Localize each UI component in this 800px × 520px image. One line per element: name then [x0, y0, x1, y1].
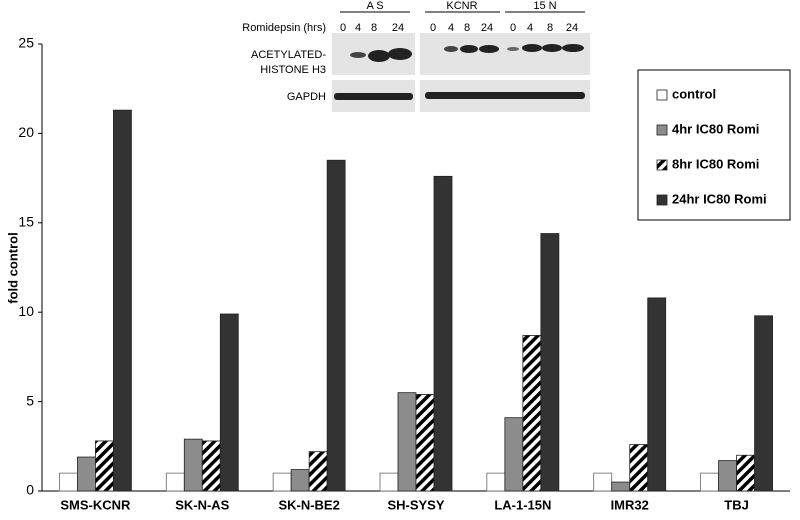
blot-lane-label: 8 — [547, 22, 553, 34]
blot-lane-label: 4 — [448, 22, 454, 34]
band — [522, 44, 542, 52]
x-tick-label: TBJ — [724, 497, 749, 512]
legend-swatch — [656, 159, 668, 171]
band — [542, 44, 562, 52]
x-tick-label: IMR32 — [611, 497, 649, 512]
bar — [183, 438, 203, 492]
bar — [77, 456, 96, 492]
legend-label: 8hr IC80 Romi — [672, 156, 759, 171]
band — [388, 48, 412, 60]
bar — [201, 440, 221, 492]
bar — [629, 444, 649, 492]
bar — [504, 417, 524, 492]
blot-lane-label: 8 — [464, 22, 470, 34]
blot-group-label: A S — [366, 0, 383, 12]
x-tick-label: SMS-KCNR — [60, 497, 131, 512]
blot-lane-label: 24 — [566, 22, 578, 34]
y-tick-label: 5 — [26, 392, 34, 408]
y-tick-label: 0 — [26, 482, 34, 498]
legend-swatch — [656, 124, 668, 136]
bar — [113, 109, 132, 492]
bar — [219, 313, 239, 492]
band — [507, 47, 519, 51]
band — [562, 44, 584, 52]
band — [334, 93, 413, 100]
bar — [308, 451, 328, 492]
blot-panel — [420, 33, 590, 75]
blot-lane-label: 0 — [510, 22, 516, 34]
bar — [736, 454, 755, 492]
y-axis-label: fold control — [5, 232, 20, 304]
x-tick-label: SK-N-AS — [175, 497, 229, 512]
legend-swatch — [656, 89, 668, 101]
bar — [379, 472, 399, 492]
blot-inset: Romidepsin (hrs) ACETYLATED- HISTONE H3 … — [242, 11, 590, 112]
blot-label: Romidepsin (hrs) — [242, 22, 326, 34]
bar — [540, 233, 560, 492]
blot-lane-label: 0 — [340, 22, 346, 34]
legend-swatch — [656, 194, 668, 206]
bar — [754, 315, 773, 492]
bar — [611, 481, 631, 492]
band — [460, 45, 478, 53]
bar — [718, 460, 737, 492]
blot-lane-label: 8 — [371, 22, 377, 34]
bar — [486, 472, 506, 492]
y-tick-label: 25 — [18, 35, 34, 51]
blot-label: HISTONE H3 — [260, 64, 326, 76]
legend-label: 24hr IC80 Romi — [672, 191, 767, 206]
blot-lane-label: 4 — [527, 22, 533, 34]
legend-label: control — [672, 86, 716, 101]
bar — [522, 335, 542, 492]
band — [368, 50, 390, 62]
band — [425, 92, 585, 99]
bar — [165, 472, 185, 492]
legend-label: 4hr IC80 Romi — [672, 121, 759, 136]
blot-group-label: 15 N — [533, 0, 556, 12]
blot-label: GAPDH — [287, 91, 326, 103]
bar — [700, 472, 719, 492]
blot-lane-label: 0 — [430, 22, 436, 34]
blot-label: ACETYLATED- — [251, 49, 326, 61]
y-tick-label: 10 — [18, 303, 34, 319]
y-tick-label: 15 — [18, 214, 34, 230]
blot-lane-label: 4 — [355, 22, 361, 34]
band — [479, 45, 499, 53]
bar — [647, 297, 667, 492]
bar — [326, 159, 346, 492]
bar — [415, 394, 435, 492]
band — [350, 52, 366, 58]
bar — [290, 469, 310, 492]
bar — [272, 472, 292, 492]
blot-group-label: KCNR — [446, 0, 477, 12]
bar — [59, 472, 78, 492]
bar — [397, 392, 417, 492]
x-tick-label: SH-SYSY — [387, 497, 444, 512]
blot-lane-label: 24 — [481, 22, 493, 34]
bar — [593, 472, 613, 492]
y-tick-label: 20 — [18, 124, 34, 140]
band — [444, 46, 458, 52]
bar — [95, 440, 114, 492]
blot-lane-label: 24 — [392, 22, 404, 34]
x-tick-label: LA-1-15N — [494, 497, 551, 512]
bar — [433, 175, 453, 492]
x-tick-label: SK-N-BE2 — [278, 497, 339, 512]
